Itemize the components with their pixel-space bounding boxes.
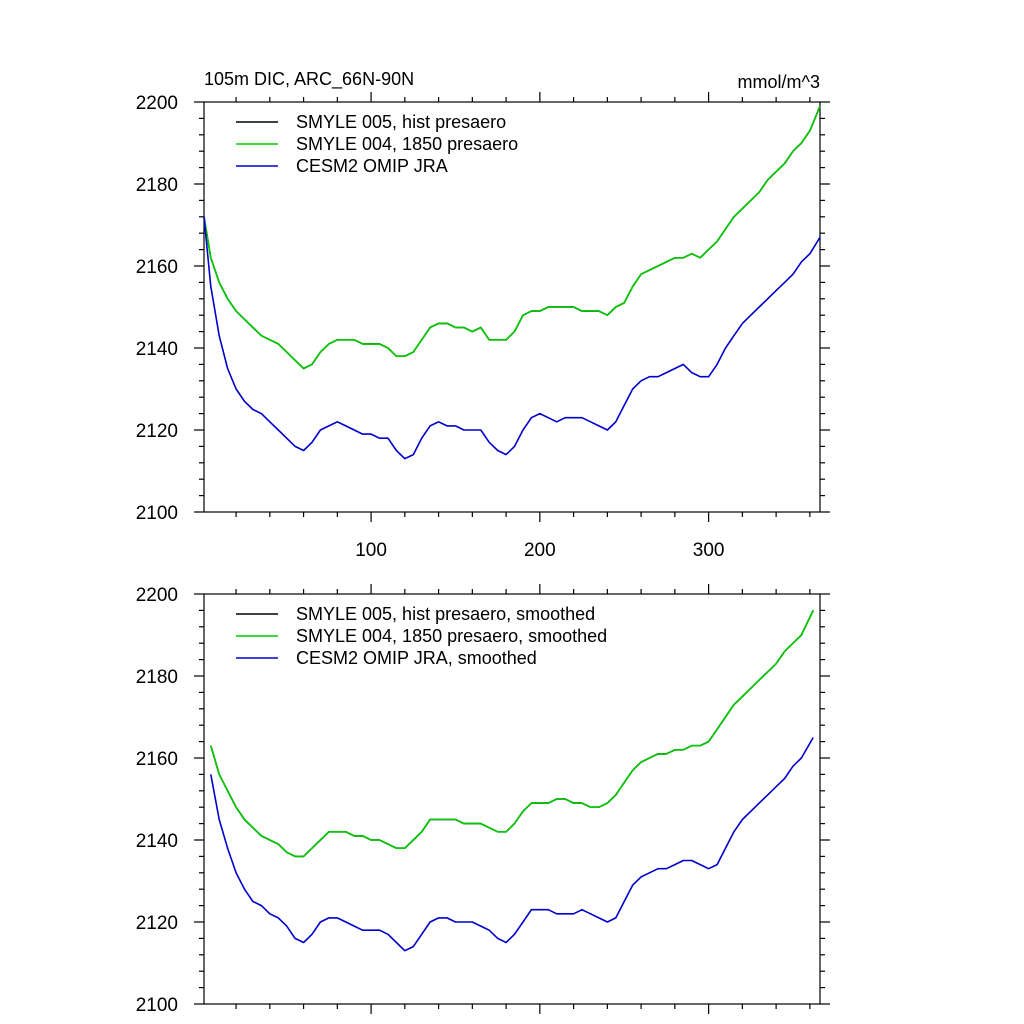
- x-tick-label: 200: [524, 540, 556, 561]
- series-line-2: [210, 610, 814, 858]
- legend-label: SMYLE 005, hist presaero, smoothed: [296, 604, 595, 624]
- y-tick-label: 2180: [136, 667, 178, 688]
- y-tick-label: 2180: [136, 175, 178, 196]
- y-tick-label: 2120: [136, 913, 178, 934]
- y-tick-label: 2200: [136, 93, 178, 114]
- plot-frame: [203, 593, 821, 1005]
- x-tick-label: 100: [355, 540, 387, 561]
- legend-label: CESM2 OMIP JRA, smoothed: [296, 648, 537, 668]
- chart-panel-1: 2100 2120 2140 2160 2180 2200 100 200 300 105m DI…: [136, 69, 830, 561]
- y-tick-label: 2140: [136, 339, 178, 360]
- y-tick-label: 2160: [136, 257, 178, 278]
- chart-title: 105m DIC, ARC_66N-90N: [204, 69, 414, 90]
- series-line-3: [210, 737, 814, 952]
- series-line-3: [203, 216, 821, 460]
- series-line-2: [203, 105, 821, 370]
- x-tick-label: 300: [693, 540, 725, 561]
- y-tick-label: 2200: [136, 585, 178, 606]
- legend-label: SMYLE 004, 1850 presaero, smoothed: [296, 626, 607, 646]
- y-tick-label: 2120: [136, 421, 178, 442]
- chart-panel-2: 2100 2120 2140 2160 2180 2200 SMYLE 005, hist …: [136, 584, 830, 1016]
- legend-label: CESM2 OMIP JRA: [296, 156, 448, 176]
- y-tick-label: 2160: [136, 749, 178, 770]
- y-tick-label: 2100: [136, 503, 178, 524]
- legend-label: SMYLE 004, 1850 presaero: [296, 134, 518, 154]
- y-tick-label: 2140: [136, 831, 178, 852]
- plot-frame: [203, 101, 821, 513]
- y-tick-label: 2100: [136, 995, 178, 1016]
- legend-label: SMYLE 005, hist presaero: [296, 112, 506, 132]
- units-label: mmol/m^3: [738, 72, 820, 92]
